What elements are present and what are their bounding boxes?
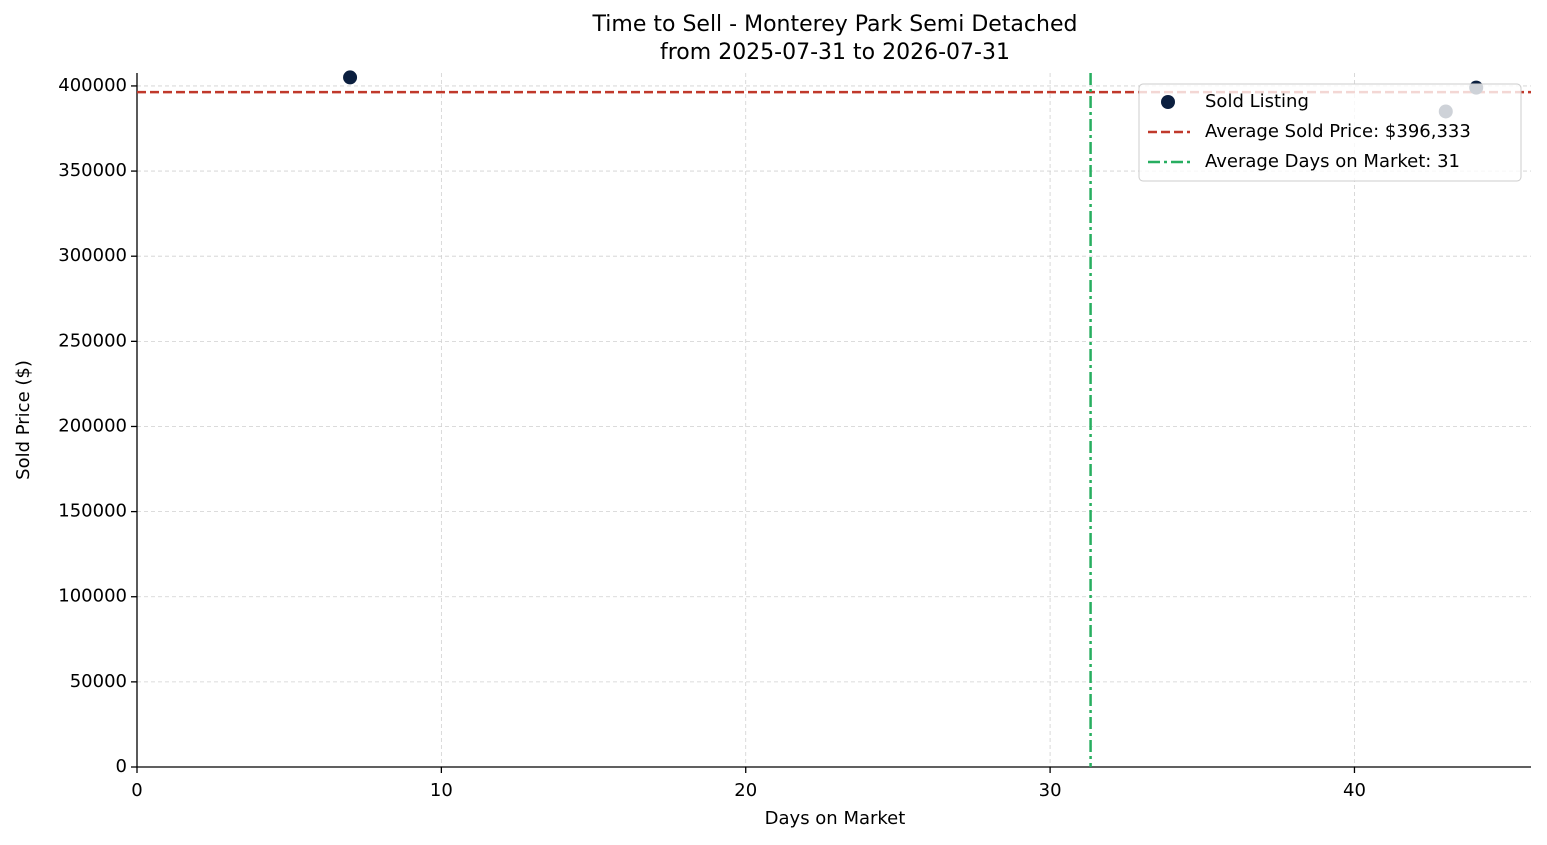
legend-box [1138, 83, 1522, 182]
y-tick-label: 350000 [58, 160, 127, 181]
legend-label: Sold Listing [1205, 91, 1309, 112]
y-tick-label: 300000 [58, 245, 127, 266]
x-tick-label: 20 [734, 780, 757, 801]
y-tick-label: 100000 [58, 586, 127, 607]
legend: Sold Listing Average Sold Price: $396,333… [1138, 83, 1522, 182]
chart-title: Time to Sell - Monterey Park Semi Detach… [592, 12, 1078, 37]
x-tick-label: 40 [1343, 780, 1366, 801]
y-axis-label: Sold Price ($) [13, 360, 34, 480]
y-tick-label: 150000 [58, 501, 127, 522]
legend-label: Average Sold Price: $396,333 [1205, 121, 1471, 142]
legend-marker [1161, 95, 1175, 109]
y-tick-label: 50000 [70, 671, 127, 692]
sold-listing-point [343, 70, 358, 85]
x-axis-label: Days on Market [765, 808, 906, 829]
y-tick-label: 400000 [58, 75, 127, 96]
y-tick-label: 0 [116, 756, 127, 777]
x-tick-label: 10 [430, 780, 453, 801]
x-tick-label: 30 [1039, 780, 1062, 801]
x-tick-label: 0 [131, 780, 142, 801]
y-tick-label: 200000 [58, 415, 127, 436]
chart-subtitle: from 2025-07-31 to 2026-07-31 [660, 40, 1010, 65]
y-tick-label: 250000 [58, 330, 127, 351]
legend-label: Average Days on Market: 31 [1205, 151, 1460, 172]
